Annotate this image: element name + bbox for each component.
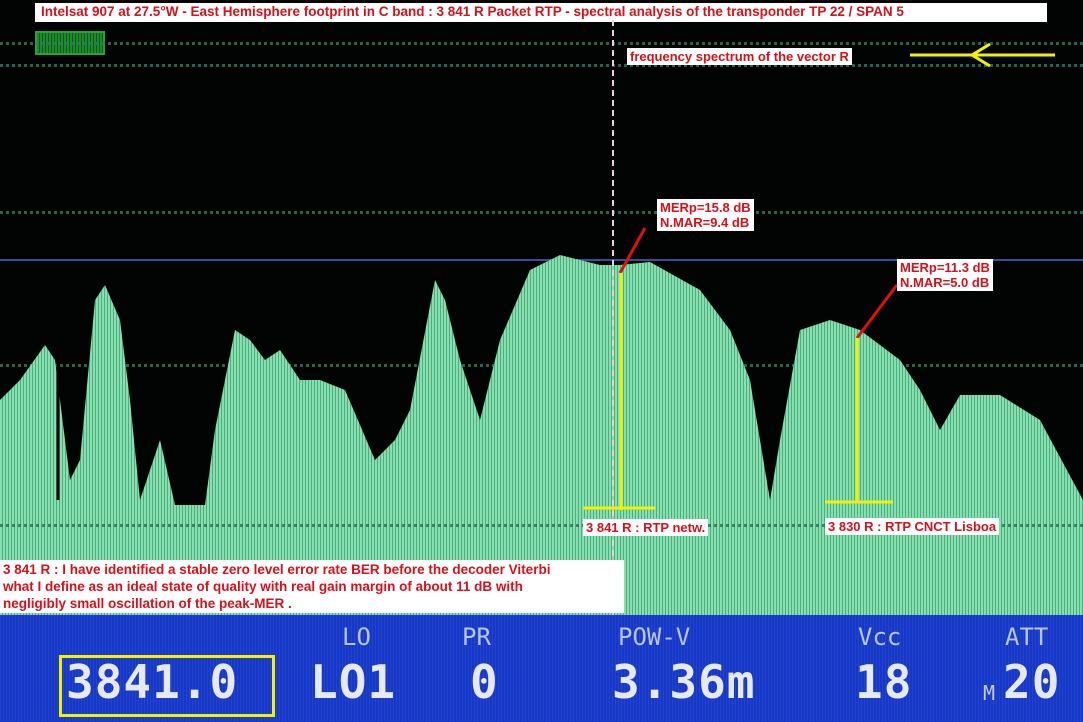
note-line: what I define as an ideal state of quali… (3, 579, 523, 594)
grid-line (0, 211, 1083, 214)
frequency-value[interactable]: 3841.0 (66, 655, 239, 709)
lo-label: LO (342, 623, 371, 651)
att-value: 20 (1003, 655, 1061, 709)
pr-value: 0 (470, 655, 499, 709)
marker-2-readout: MERp=11.3 dB N.MAR=5.0 dB (897, 259, 993, 291)
arrow-label: frequency spectrum of the vector R (627, 48, 852, 65)
grid-line (0, 64, 1083, 67)
vcc-value: 18 (855, 655, 913, 709)
mer-value: MERp=15.8 dB (660, 200, 751, 215)
att-label: ATT (1005, 623, 1049, 651)
marker-2-pointer (855, 284, 899, 339)
pow-value: 3.36m (612, 655, 756, 709)
vcc-label: Vcc (858, 623, 902, 651)
frequency-input[interactable] (59, 655, 275, 717)
marker-1-readout: MERp=15.8 dB N.MAR=9.4 dB (657, 199, 754, 231)
lo-value: LO1 (310, 655, 397, 709)
note-line: 3 841 R : I have identified a stable zer… (3, 562, 551, 577)
pow-label: POW-V (618, 623, 691, 651)
marker-1-pointer (618, 227, 647, 274)
analysis-note: 3 841 R : I have identified a stable zer… (0, 560, 624, 613)
margin-value: N.MAR=5.0 dB (900, 275, 990, 290)
margin-value: N.MAR=9.4 dB (660, 215, 750, 230)
note-line: negligibly small oscillation of the peak… (3, 596, 292, 611)
mer-value: MERp=11.3 dB (900, 260, 990, 275)
reference-level-line (0, 259, 1083, 261)
grid-line (0, 524, 1083, 527)
marker-1-label: 3 841 R : RTP netw. (583, 519, 709, 536)
status-bar: 3841.0 LO LO1 PR 0 POW-V 3.36m Vcc 18 AT… (0, 615, 1083, 722)
pr-label: PR (462, 623, 491, 651)
title-banner: Intelsat 907 at 27.5°W - East Hemisphere… (35, 3, 1047, 22)
grid-line (0, 42, 1083, 45)
marker-2-label: 3 830 R : RTP CNCT Lisboa (825, 518, 1000, 535)
att-mode: M (983, 681, 996, 705)
